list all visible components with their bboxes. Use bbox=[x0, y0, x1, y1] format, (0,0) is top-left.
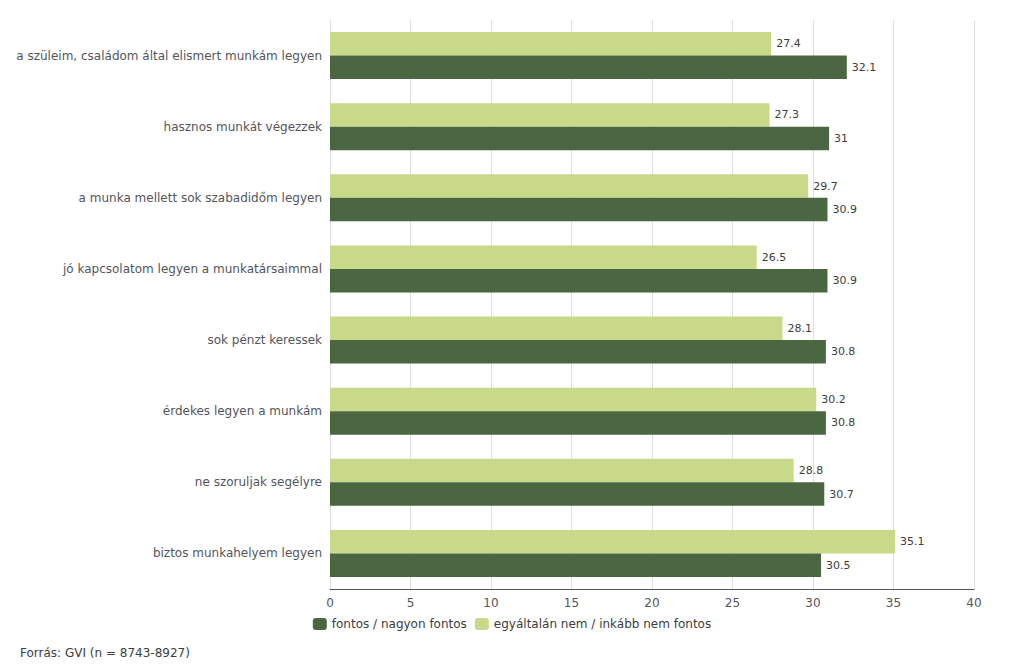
svg-text:30.8: 30.8 bbox=[831, 416, 856, 429]
svg-text:29.7: 29.7 bbox=[813, 180, 838, 193]
svg-text:30.9: 30.9 bbox=[832, 203, 857, 216]
svg-text:40: 40 bbox=[966, 596, 981, 610]
svg-text:30.8: 30.8 bbox=[831, 345, 856, 358]
svg-text:egyáltalán nem / inkább nem fo: egyáltalán nem / inkább nem fontos bbox=[494, 617, 711, 631]
svg-text:érdekes legyen a munkám: érdekes legyen a munkám bbox=[163, 404, 322, 418]
svg-text:hasznos munkát végezzek: hasznos munkát végezzek bbox=[164, 120, 323, 134]
svg-text:27.3: 27.3 bbox=[775, 108, 800, 121]
svg-text:biztos munkahelyem legyen: biztos munkahelyem legyen bbox=[153, 546, 322, 560]
svg-text:35.1: 35.1 bbox=[900, 535, 925, 548]
svg-text:30.2: 30.2 bbox=[821, 393, 846, 406]
svg-text:5: 5 bbox=[407, 596, 415, 610]
svg-text:25: 25 bbox=[725, 596, 740, 610]
svg-text:28.1: 28.1 bbox=[787, 322, 812, 335]
svg-text:15: 15 bbox=[564, 596, 579, 610]
svg-text:20: 20 bbox=[644, 596, 659, 610]
svg-text:27.4: 27.4 bbox=[776, 37, 801, 50]
svg-text:sok pénzt keressek: sok pénzt keressek bbox=[207, 333, 322, 347]
svg-text:Forrás: GVI (n = 8743-8927): Forrás: GVI (n = 8743-8927) bbox=[20, 646, 190, 660]
svg-text:26.5: 26.5 bbox=[762, 251, 787, 264]
svg-text:30.9: 30.9 bbox=[832, 274, 857, 287]
svg-text:28.8: 28.8 bbox=[799, 464, 824, 477]
svg-text:10: 10 bbox=[483, 596, 498, 610]
svg-text:30.5: 30.5 bbox=[826, 559, 851, 572]
svg-text:30: 30 bbox=[805, 596, 820, 610]
svg-text:32.1: 32.1 bbox=[852, 61, 877, 74]
svg-text:31: 31 bbox=[834, 132, 848, 145]
svg-text:a munka mellett sok szabadidőm: a munka mellett sok szabadidőm legyen bbox=[79, 191, 322, 205]
svg-text:jó kapcsolatom legyen a munkat: jó kapcsolatom legyen a munkatársaimmal bbox=[62, 262, 322, 276]
svg-text:30.7: 30.7 bbox=[829, 488, 854, 501]
svg-text:0: 0 bbox=[326, 596, 334, 610]
svg-text:35: 35 bbox=[886, 596, 901, 610]
svg-text:ne szoruljak segélyre: ne szoruljak segélyre bbox=[195, 475, 322, 489]
svg-text:fontos / nagyon fontos: fontos / nagyon fontos bbox=[332, 617, 467, 631]
svg-text:a szüleim, családom által elis: a szüleim, családom által elismert munká… bbox=[16, 49, 322, 63]
